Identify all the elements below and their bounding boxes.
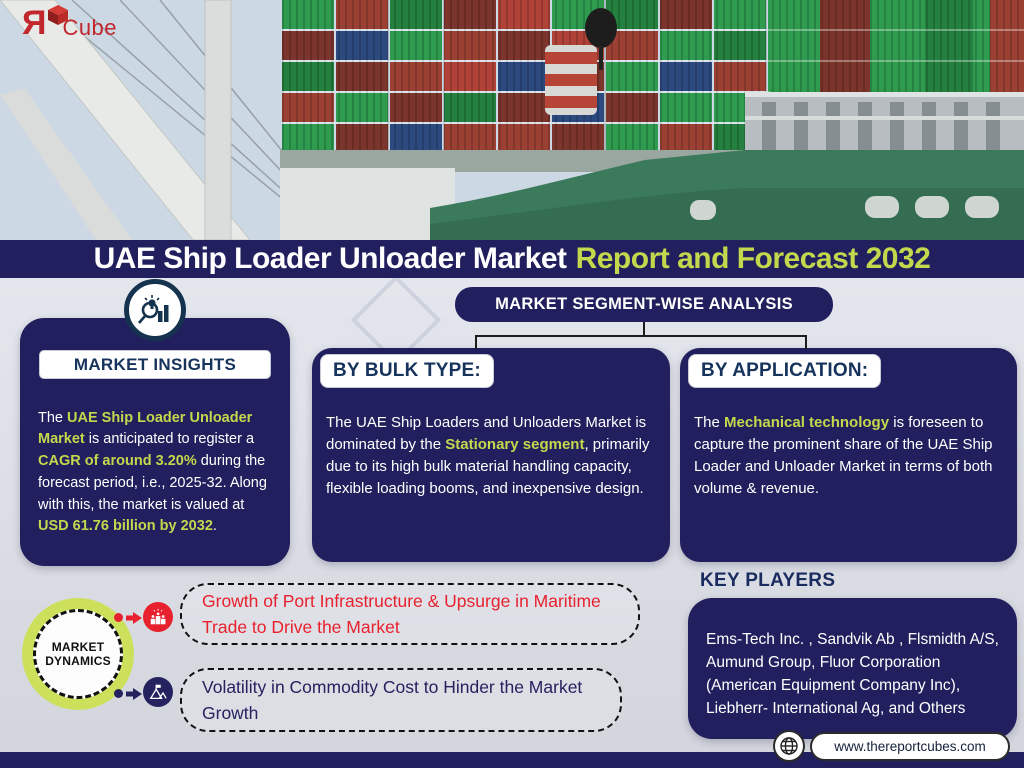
podium-people-icon — [143, 602, 173, 632]
market-insights-heading: MARKET INSIGHTS — [39, 350, 271, 379]
market-dynamics-label: MARKET DYNAMICS — [33, 609, 123, 699]
by-bulk-type-text: The UAE Ship Loaders and Unloaders Marke… — [326, 414, 650, 498]
red-cube-icon — [47, 4, 69, 31]
restraint-connector-dot — [114, 689, 123, 698]
website-pill[interactable]: www.thereportcubes.com — [810, 732, 1010, 761]
globe-icon — [773, 730, 805, 762]
market-insights-badge — [124, 279, 186, 341]
key-players-list: Ems-Tech Inc. , Sandvik Ab , Flsmidth A/… — [706, 630, 999, 718]
report-cubes-logo: Я Cube — [22, 4, 118, 42]
connector-line-horizontal — [475, 335, 807, 337]
by-application-heading: BY APPLICATION: — [688, 354, 882, 388]
key-players-panel: Ems-Tech Inc. , Sandvik Ab , Flsmidth A/… — [688, 598, 1017, 739]
mountain-flag-icon — [143, 677, 173, 707]
connector-line-vertical-center — [643, 322, 645, 337]
by-bulk-type-heading: BY BULK TYPE: — [320, 354, 494, 388]
hero-port-photo — [0, 0, 1024, 240]
report-title-bar: UAE Ship Loader Unloader Market Report a… — [0, 240, 1024, 278]
report-title-accent: Report and Forecast 2032 — [575, 242, 931, 275]
logo-letter: Я — [22, 4, 47, 42]
key-players-heading: KEY PLAYERS — [700, 570, 836, 591]
market-insights-panel: MARKET INSIGHTS The UAE Ship Loader Unlo… — [20, 318, 290, 566]
market-insights-text: The UAE Ship Loader Unloader Market is a… — [38, 409, 267, 535]
market-driver-box: Growth of Port Infrastructure & Upsurge … — [180, 583, 640, 645]
driver-connector-dot — [114, 613, 123, 622]
market-restraint-box: Volatility in Commodity Cost to Hinder t… — [180, 668, 622, 732]
by-bulk-type-panel: BY BULK TYPE: The UAE Ship Loaders and U… — [312, 348, 670, 562]
by-application-text: The Mechanical technology is foreseen to… — [694, 414, 993, 498]
segment-analysis-heading: MARKET SEGMENT-WISE ANALYSIS — [455, 287, 833, 322]
bottom-bar — [0, 752, 1024, 768]
market-restraint-text: Volatility in Commodity Cost to Hinder t… — [202, 676, 583, 723]
website-url: www.thereportcubes.com — [834, 739, 986, 754]
market-driver-text: Growth of Port Infrastructure & Upsurge … — [202, 590, 601, 637]
driver-arrow-icon — [126, 612, 142, 624]
connector-line-vertical-left — [475, 335, 477, 349]
logo-word: Cube — [62, 15, 118, 40]
report-title-main: UAE Ship Loader Unloader Market — [93, 242, 567, 275]
restraint-arrow-icon — [126, 688, 142, 700]
by-application-panel: BY APPLICATION: The Mechanical technolog… — [680, 348, 1017, 562]
connector-line-vertical-right — [805, 335, 807, 349]
magnifier-bulb-chart-icon — [138, 295, 169, 324]
